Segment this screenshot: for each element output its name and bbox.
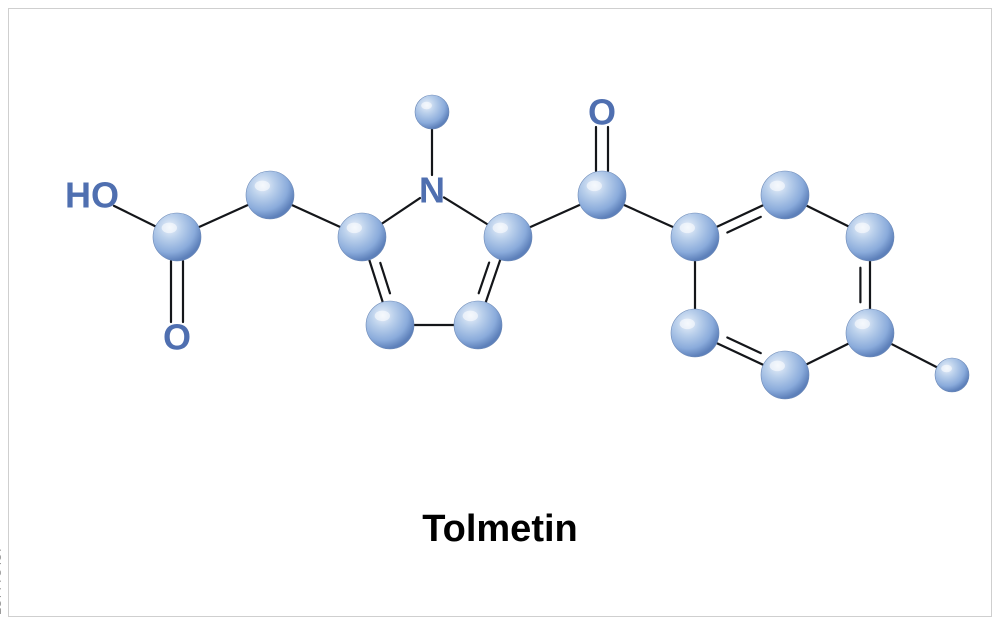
atom-sphere: [846, 213, 894, 261]
atom-sphere: [846, 309, 894, 357]
atom-sphere: [366, 301, 414, 349]
atom-sphere: [454, 301, 502, 349]
molecule-diagram: 137778457 OHONO Tolmetin: [0, 0, 1000, 625]
atoms-layer: [153, 95, 969, 399]
atom-sphere: [338, 213, 386, 261]
atom-sphere: [246, 171, 294, 219]
atom-sphere: [935, 358, 969, 392]
atom-sphere: [153, 213, 201, 261]
atom-sphere: [671, 213, 719, 261]
atom-label: HO: [65, 175, 119, 216]
atom-sphere: [484, 213, 532, 261]
atom-sphere: [578, 171, 626, 219]
atom-sphere: [671, 309, 719, 357]
atom-sphere: [761, 171, 809, 219]
atom-label: O: [588, 92, 616, 133]
atom-label: N: [419, 170, 445, 211]
atom-label: O: [163, 317, 191, 358]
atom-sphere: [761, 351, 809, 399]
atom-sphere: [415, 95, 449, 129]
molecule-title: Tolmetin: [0, 508, 1000, 551]
